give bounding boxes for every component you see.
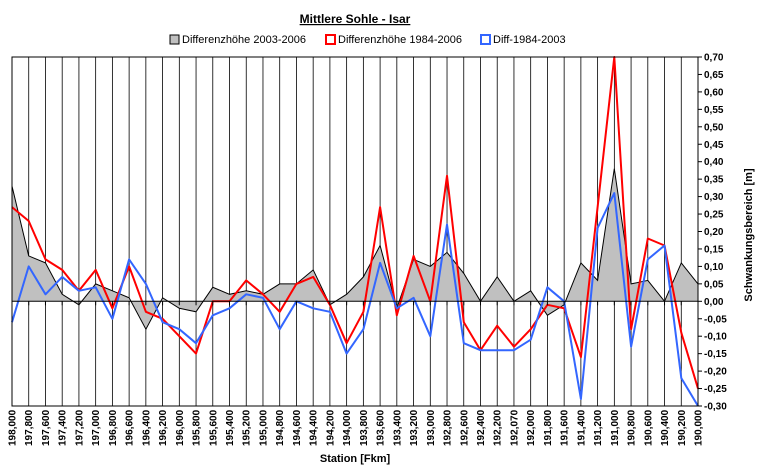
series-line <box>11 56 699 389</box>
y-tick-label: -0,25 <box>704 384 727 395</box>
legend-label: Differenzhöhe 1984-2006 <box>338 34 462 46</box>
legend-label: Differenzhöhe 2003-2006 <box>182 34 306 46</box>
y-tick-label: 0,70 <box>704 53 724 64</box>
x-tick-label: 194,000 <box>342 409 353 446</box>
y-tick-label: 0,00 <box>704 297 724 308</box>
chart-title: Mittlere Sohle - Isar <box>300 12 411 26</box>
x-tick-label: 192,600 <box>459 409 470 446</box>
x-tick-label: 194,200 <box>325 409 336 446</box>
x-tick-label: 196,400 <box>141 409 152 446</box>
x-axis-label: Station [Fkm] <box>320 453 391 465</box>
x-tick-label: 195,200 <box>242 409 253 446</box>
x-tick-label: 193,200 <box>409 409 420 446</box>
x-tick-label: 197,800 <box>24 409 35 446</box>
x-tick-label: 197,000 <box>91 409 102 446</box>
y-tick-label: -0,30 <box>704 402 727 413</box>
x-tick-label: 196,000 <box>175 409 186 446</box>
x-tick-label: 190,400 <box>660 409 671 446</box>
y-tick-label: 0,15 <box>704 244 724 255</box>
axes <box>11 56 699 407</box>
x-tick-label: 195,800 <box>192 409 203 446</box>
x-tick-label: 192,800 <box>443 409 454 446</box>
x-tick-label: 193,000 <box>426 409 437 446</box>
legend: Differenzhöhe 2003-2006 Differenzhöhe 198… <box>169 34 566 46</box>
x-tick-label: 197,400 <box>58 409 69 446</box>
x-tick-label: 195,400 <box>225 409 236 446</box>
y-tick-label: 0,10 <box>704 262 724 273</box>
y-tick-label: 0,35 <box>704 175 724 186</box>
x-tick-label: 197,600 <box>41 409 52 446</box>
x-tick-label: 192,200 <box>493 409 504 446</box>
x-tick-label: 195,000 <box>258 409 269 446</box>
x-tick-label: 192,400 <box>476 409 487 446</box>
x-tick-label: 198,000 <box>8 409 19 446</box>
y-tick-label: 0,60 <box>704 87 724 98</box>
x-tick-labels: 198,000 197,800 197,600 197,400 197,200 197,0… <box>8 409 705 446</box>
x-tick-label: 191,400 <box>576 409 587 446</box>
y-tick-label: 0,25 <box>704 210 724 221</box>
y-tick-label: 0,55 <box>704 105 724 116</box>
plot-area <box>12 57 698 406</box>
x-tick-label: 191,200 <box>593 409 604 446</box>
series-line <box>11 168 699 331</box>
y-tick-label: -0,20 <box>704 367 727 378</box>
x-tick-label: 196,600 <box>125 409 136 446</box>
series-layer <box>11 56 699 407</box>
series-area <box>12 168 698 330</box>
y-tick-label: 0,30 <box>704 192 724 203</box>
x-tick-label: 192,000 <box>526 409 537 446</box>
x-tick-label: 192,070 <box>509 409 520 446</box>
legend-swatch <box>325 34 336 45</box>
x-tick-label: 190,000 <box>694 409 705 446</box>
y-tick-labels: -0,30 -0,25 -0,20 -0,15 -0,10 -0,05 0,00 0,05 0,… <box>698 53 727 413</box>
y-tick-label: -0,10 <box>704 332 727 343</box>
x-tick-label: 193,800 <box>359 409 370 446</box>
y-tick-label: 0,40 <box>704 157 724 168</box>
x-tick-label: 194,600 <box>292 409 303 446</box>
legend-swatch <box>480 34 491 45</box>
legend-swatch <box>169 34 180 45</box>
y-tick-label: -0,05 <box>704 314 727 325</box>
y-tick-label: 0,50 <box>704 122 724 133</box>
x-tick-label: 191,800 <box>543 409 554 446</box>
legend-label: Diff-1984-2003 <box>493 34 566 46</box>
y-tick-label: 0,20 <box>704 227 724 238</box>
y-tick-label: -0,15 <box>704 349 727 360</box>
x-tick-label: 193,400 <box>392 409 403 446</box>
x-tick-label: 197,200 <box>74 409 85 446</box>
x-tick-label: 191,000 <box>610 409 621 446</box>
y-axis-label: Schwankungsbereich [m] <box>743 168 755 302</box>
x-tick-label: 194,400 <box>309 409 320 446</box>
y-tick-label: 0,65 <box>704 70 724 81</box>
y-tick-label: 0,05 <box>704 279 724 290</box>
x-tick-label: 190,200 <box>677 409 688 446</box>
x-tick-label: 191,600 <box>560 409 571 446</box>
x-tick-label: 194,800 <box>275 409 286 446</box>
x-tick-label: 190,800 <box>627 409 638 446</box>
x-tick-label: 196,800 <box>108 409 119 446</box>
x-tick-label: 190,600 <box>643 409 654 446</box>
x-tick-label: 195,600 <box>208 409 219 446</box>
grid-lines <box>11 57 699 406</box>
x-tick-label: 196,200 <box>158 409 169 446</box>
y-tick-label: 0,45 <box>704 140 724 151</box>
x-tick-label: 193,600 <box>376 409 387 446</box>
series-line <box>11 192 699 407</box>
